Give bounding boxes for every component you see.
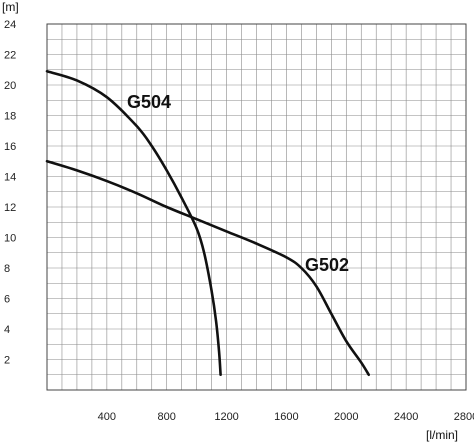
y-tick-label: 10 (4, 233, 16, 245)
y-tick-label: 2 (4, 355, 10, 367)
series-line-g504 (45, 69, 222, 377)
y-tick-label: 22 (4, 50, 16, 62)
x-tick-label: 2000 (334, 411, 358, 423)
x-tick-label: 400 (98, 411, 116, 423)
y-tick-label: 14 (4, 172, 16, 184)
x-tick-label: 800 (158, 411, 176, 423)
x-axis-unit: [l/min] (426, 428, 458, 442)
y-tick-label: 16 (4, 141, 16, 153)
y-tick-label: 4 (4, 324, 10, 336)
x-tick-label: 2800 (454, 411, 474, 423)
y-tick-label: 18 (4, 111, 16, 123)
series-label-g504: G504 (127, 92, 171, 112)
x-tick-label: 1200 (214, 411, 238, 423)
y-tick-label: 6 (4, 294, 10, 306)
curves (45, 69, 371, 377)
x-tick-label: 1600 (274, 411, 298, 423)
plot-frame (46, 23, 467, 391)
y-tick-label: 20 (4, 80, 16, 92)
y-tick-label: 8 (4, 263, 10, 275)
y-axis-unit: [m] (2, 0, 19, 14)
y-tick-label: 12 (4, 202, 16, 214)
grid (46, 23, 467, 391)
x-tick-label: 2400 (394, 411, 418, 423)
series-line-g502 (45, 159, 371, 377)
series-label-g502: G502 (305, 255, 349, 275)
y-tick-label: 24 (4, 19, 16, 31)
